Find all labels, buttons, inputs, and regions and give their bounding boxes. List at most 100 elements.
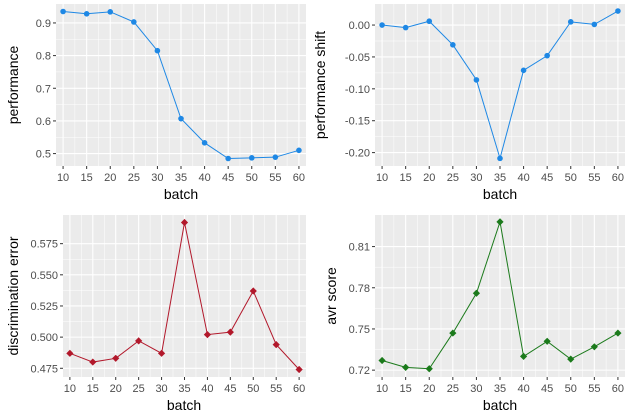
x-tick-label: 15	[87, 383, 99, 395]
x-axis-title: batch	[483, 397, 517, 413]
data-point	[449, 329, 457, 337]
data-point	[402, 24, 409, 31]
y-tick-label: 0.7	[36, 83, 51, 95]
x-axis: 10 15 20 25 30 35 40 45 50 55 60	[376, 377, 624, 395]
y-tick-label: -0.20	[345, 148, 370, 160]
y-tick-label: 0.475	[30, 363, 58, 375]
data-point	[426, 18, 433, 25]
x-tick-label: 10	[376, 383, 388, 395]
x-tick-label: 60	[293, 383, 305, 395]
gridlines	[375, 215, 625, 377]
data-point	[543, 337, 551, 345]
panel-performance-shift: 0.00 -0.05 -0.10 -0.15 -0.20 10 15 20 25 30 35 40 4…	[312, 4, 625, 202]
x-tick-label: 20	[423, 172, 435, 184]
data-marks	[60, 8, 302, 162]
y-tick-label: 0.5	[36, 149, 51, 161]
x-tick-label: 60	[612, 383, 624, 395]
data-point	[154, 47, 161, 54]
x-tick-label: 50	[565, 172, 577, 184]
x-tick-label: 15	[81, 172, 93, 184]
data-point	[248, 155, 255, 161]
x-axis: 10 15 20 25 30 35 40 45 50 55 60	[64, 377, 305, 395]
x-tick-label: 55	[270, 383, 282, 395]
x-tick-label: 20	[423, 383, 435, 395]
y-tick-label: 0.525	[30, 301, 58, 313]
x-tick-label: 35	[175, 172, 187, 184]
data-point	[591, 21, 598, 28]
y-axis: 0.475 0.500 0.525 0.550 0.575	[30, 239, 63, 375]
y-tick-label: 0.75	[349, 324, 370, 336]
data-point	[66, 349, 74, 357]
x-tick-label: 45	[222, 172, 234, 184]
data-point	[135, 337, 143, 345]
y-tick-label: 0.575	[30, 239, 58, 251]
y-tick-label: 0.9	[36, 18, 51, 30]
data-point	[89, 358, 97, 366]
data-point	[295, 365, 303, 374]
y-tick-label: 0.550	[30, 270, 58, 282]
data-point	[379, 22, 385, 28]
data-point	[402, 363, 410, 371]
gridlines	[63, 215, 306, 377]
x-tick-label: 60	[612, 172, 624, 184]
x-tick-label: 30	[470, 172, 482, 184]
y-axis-title: performance shift	[312, 31, 328, 139]
data-point	[520, 67, 527, 74]
x-tick-label: 55	[269, 172, 281, 184]
x-axis-title: batch	[164, 186, 198, 202]
x-axis: 10 15 20 25 30 35 40 45 50 55 60	[57, 166, 305, 184]
x-tick-label: 20	[104, 172, 116, 184]
x-tick-label: 15	[400, 172, 412, 184]
y-tick-label: 0.8	[36, 51, 51, 63]
x-tick-label: 45	[224, 383, 236, 395]
y-tick-label: 0.78	[349, 283, 370, 295]
x-tick-label: 25	[133, 383, 145, 395]
x-tick-label: 35	[494, 172, 506, 184]
x-tick-label: 25	[447, 383, 459, 395]
x-tick-label: 25	[447, 172, 459, 184]
data-point	[296, 147, 302, 154]
data-point	[180, 218, 189, 227]
x-tick-label: 10	[64, 383, 76, 395]
gridlines	[56, 4, 306, 166]
y-tick-label: 0.81	[349, 242, 370, 254]
data-point	[590, 343, 598, 351]
data-point	[473, 77, 480, 83]
y-axis-title: discrimination error	[5, 236, 21, 355]
data-point	[249, 287, 257, 295]
x-axis-title: batch	[167, 397, 201, 413]
x-tick-label: 25	[128, 172, 140, 184]
y-tick-label: -0.10	[345, 84, 370, 96]
data-point	[496, 218, 504, 226]
x-tick-label: 30	[155, 383, 167, 395]
x-tick-label: 10	[57, 172, 69, 184]
data-point	[567, 19, 574, 25]
data-point	[614, 329, 622, 337]
y-tick-label: 0.72	[349, 365, 370, 377]
data-point	[201, 140, 208, 146]
x-axis-title: batch	[483, 186, 517, 202]
data-point	[497, 155, 503, 162]
gridlines	[375, 4, 625, 166]
data-point	[178, 115, 184, 122]
y-axis-title: performance	[5, 45, 21, 124]
data-point	[157, 349, 166, 357]
x-tick-label: 40	[201, 383, 213, 395]
x-tick-label: 20	[110, 383, 122, 395]
x-tick-label: 30	[151, 172, 163, 184]
x-tick-label: 10	[376, 172, 388, 184]
data-point	[450, 42, 456, 48]
data-point	[378, 356, 386, 365]
x-axis: 10 15 20 25 30 35 40 45 50 55 60	[376, 166, 624, 184]
data-point	[472, 289, 481, 297]
data-point	[60, 8, 66, 15]
x-tick-label: 15	[400, 383, 412, 395]
data-point	[272, 341, 280, 349]
x-tick-label: 35	[178, 383, 190, 395]
data-point	[272, 154, 279, 160]
x-tick-label: 50	[247, 383, 259, 395]
x-tick-label: 40	[198, 172, 210, 184]
data-point	[83, 10, 90, 17]
y-tick-label: 0.00	[349, 20, 370, 32]
